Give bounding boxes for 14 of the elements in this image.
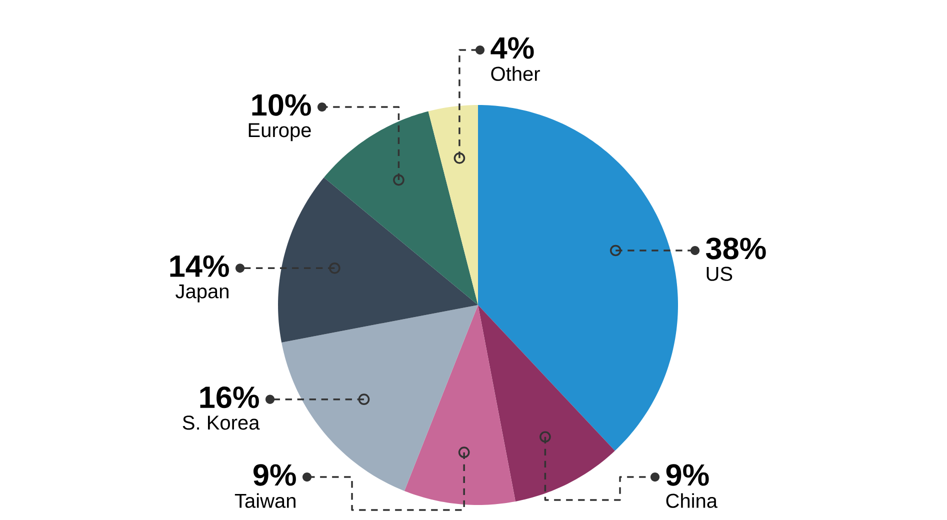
data-label: 14% [170, 255, 229, 277]
slice-label: S. Korea [182, 416, 260, 430]
data-label: 9% [666, 464, 709, 486]
data-label: 16% [200, 386, 259, 408]
data-label: 10% [252, 94, 311, 116]
data-label: 38% [706, 238, 766, 260]
slice-label: Taiwan [234, 493, 296, 508]
slice-label: China [666, 493, 718, 508]
slice-label: US [706, 266, 732, 281]
data-label: 9% [253, 464, 296, 486]
data-label: 4% [490, 37, 534, 59]
slice-label: Other [491, 66, 540, 81]
slice-label: Japan [176, 284, 228, 302]
slice-label: Europe [248, 123, 311, 142]
